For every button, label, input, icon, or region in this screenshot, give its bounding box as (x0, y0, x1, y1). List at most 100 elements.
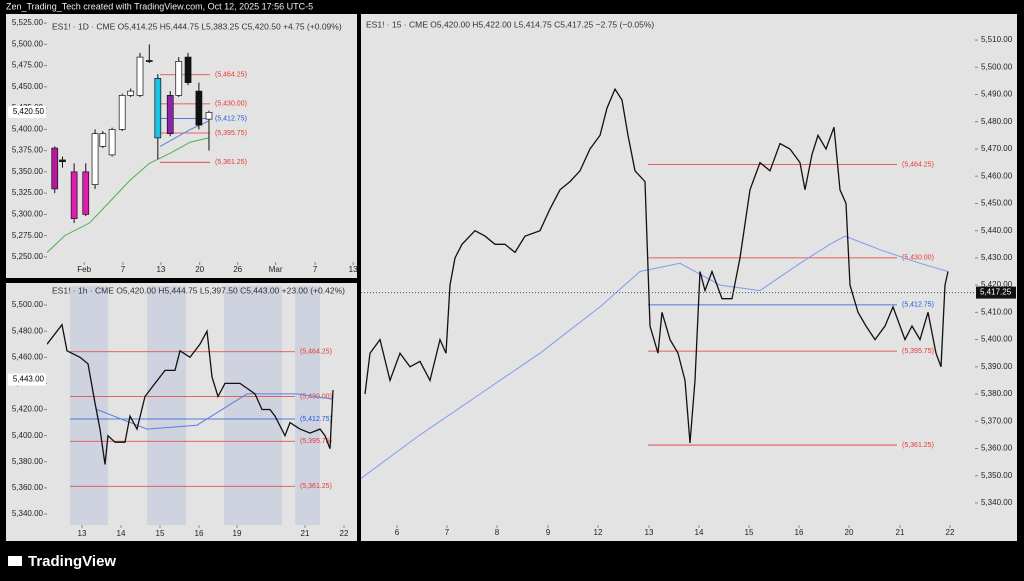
chart-header: ES1! · 1h · CME O5,420.00 H5,444.75 L5,3… (52, 285, 345, 295)
candle-body (70, 171, 78, 219)
y-tick-label: 5,340.00 (981, 498, 1013, 507)
level-label: (5,464.25) (300, 349, 332, 356)
x-tick-label: 22 (340, 529, 349, 538)
x-tick-label: 21 (301, 529, 310, 538)
candle-body (108, 129, 116, 156)
y-tick-label: 5,300.00 (12, 209, 44, 218)
x-tick-label: 15 (745, 528, 754, 537)
price-line (364, 87, 949, 444)
y-tick-label: 5,480.00 (12, 326, 44, 335)
x-tick-label: 13 (156, 265, 165, 274)
y-tick-label: 5,500.00 (12, 39, 44, 48)
y-tick-label: 5,475.00 (12, 61, 44, 70)
y-tick-label: 5,350.00 (981, 471, 1013, 480)
y-tick-label: 5,420.00 (12, 405, 44, 414)
y-tick-label: 5,490.00 (981, 90, 1013, 99)
y-tick-label: 5,400.00 (12, 124, 44, 133)
y-tick-label: 5,380.00 (12, 457, 44, 466)
last-price-label: 5,420.50 (13, 107, 45, 116)
price-line (96, 393, 334, 430)
last-price-box (8, 373, 46, 386)
y-tick-label: 5,460.00 (981, 171, 1013, 180)
candle-body (205, 112, 213, 120)
x-tick-label: 12 (594, 528, 603, 537)
level-label: (5,412.75) (300, 416, 332, 423)
last-price-box (976, 286, 1016, 299)
price-line (47, 137, 210, 253)
candle-body (136, 56, 144, 96)
candle-body (99, 133, 107, 147)
y-tick-label: 5,480.00 (981, 117, 1013, 126)
level-label: (5,395.75) (215, 130, 247, 137)
y-tick-label: 5,250.00 (12, 252, 44, 261)
candle-body (175, 61, 183, 96)
x-tick-label: 7 (445, 528, 450, 537)
x-tick-label: 20 (845, 528, 854, 537)
level-label: (5,430.00) (902, 255, 934, 262)
candle-body (166, 95, 174, 134)
candle-body (91, 133, 99, 185)
x-tick-label: 13 (349, 265, 358, 274)
candle-body (184, 56, 192, 83)
y-tick-label: 5,360.00 (981, 444, 1013, 453)
x-tick-label: 7 (121, 265, 126, 274)
level-label: (5,430.00) (215, 101, 247, 108)
x-tick-label: 8 (495, 528, 500, 537)
level-label: (5,361.25) (215, 159, 247, 166)
candle-body (145, 60, 153, 62)
level-label: (5,412.75) (215, 115, 247, 122)
price-line (47, 323, 334, 465)
candle-body (118, 95, 126, 130)
x-tick-label: Mar (269, 265, 283, 274)
x-tick-label: Feb (77, 265, 91, 274)
last-price-label: 5,443.00 (13, 375, 45, 384)
price-line (361, 235, 949, 479)
x-tick-label: 9 (546, 528, 551, 537)
x-tick-label: 15 (156, 529, 165, 538)
last-price-box (8, 105, 46, 118)
y-tick-label: 5,470.00 (981, 144, 1013, 153)
level-label: (5,361.25) (300, 483, 332, 490)
x-tick-label: 7 (313, 265, 318, 274)
brand: TradingView (28, 553, 116, 570)
plot: (5,464.25) (5,430.00) (5,412.75) (5,395.75)… (361, 87, 975, 479)
price-line (159, 120, 210, 147)
y-tick-label: 5,440.00 (981, 226, 1013, 235)
chart-header: ES1! · 1D · CME O5,414.25 H5,444.75 L5,3… (52, 21, 342, 31)
level-label: (5,464.25) (215, 72, 247, 79)
y-tick-label: 5,450.00 (981, 199, 1013, 208)
level-label: (5,395.75) (902, 348, 934, 355)
x-tick-label: 19 (233, 529, 242, 538)
plot: (5,464.25)(5,430.00)(5,412.75)(5,395.75)… (47, 323, 334, 490)
session-shading (70, 286, 320, 525)
x-tick-label: 13 (645, 528, 654, 537)
panel (361, 14, 1017, 541)
x-tick-label: 16 (195, 529, 204, 538)
x-tick-label: 13 (78, 529, 87, 538)
y-tick-label: 5,460.00 (12, 352, 44, 361)
level-label: (5,412.75) (902, 302, 934, 309)
x-tick-label: 20 (195, 265, 204, 274)
last-price-label: 5,417.25 (980, 288, 1012, 297)
y-tick-label: 5,420.00 (981, 280, 1013, 289)
panel (6, 14, 357, 278)
candle-body (82, 171, 90, 215)
x-tick-label: 21 (896, 528, 905, 537)
plot: (5,464.25) (5,430.00) (5,412.75) (5,395.75)… (47, 44, 247, 253)
y-tick-label: 5,275.00 (12, 231, 44, 240)
logo (8, 556, 22, 566)
level-label: (5,395.75) (300, 438, 332, 445)
level-label: (5,464.25) (902, 161, 934, 168)
y-tick-label: 5,325.00 (12, 188, 44, 197)
y-tick-label: 5,500.00 (12, 300, 44, 309)
y-tick-label: 5,400.00 (981, 335, 1013, 344)
x-tick-label: 16 (795, 528, 804, 537)
y-tick-label: 5,360.00 (12, 483, 44, 492)
y-tick-label: 5,380.00 (981, 389, 1013, 398)
y-tick-label: 5,375.00 (12, 146, 44, 155)
y-tick-label: 5,370.00 (981, 416, 1013, 425)
y-tick-label: 5,350.00 (12, 167, 44, 176)
y-tick-label: 5,390.00 (981, 362, 1013, 371)
x-tick-label: 26 (233, 265, 242, 274)
